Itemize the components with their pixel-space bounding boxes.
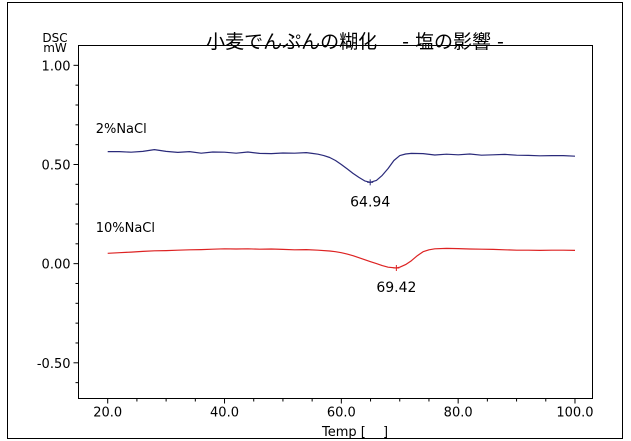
figure-frame — [7, 2, 623, 439]
series-label-2: 10%NaCl — [96, 221, 155, 236]
peak-label-1: 64.94 — [350, 194, 390, 210]
series-line-2 — [107, 247, 576, 269]
y-tick-label: 0.00 — [42, 258, 71, 273]
series-label-1: 2%NaCl — [96, 122, 147, 137]
series-group: 2%NaCl 64.94 10%NaCl 69.42 — [96, 122, 576, 296]
x-tick-label: 80.0 — [444, 406, 473, 421]
y-tick-label: 0.50 — [42, 158, 71, 173]
x-tick-label: 20.0 — [93, 406, 122, 421]
y-tick-label: 1.00 — [42, 59, 71, 74]
axis-ticks: 20.0 40.0 60.0 80.0 100.0 1.00 0.50 0.00 -0.50 — [37, 59, 594, 420]
peak-label-2: 69.42 — [376, 280, 416, 296]
x-tick-label: 60.0 — [327, 406, 356, 421]
y-tick-label: -0.50 — [37, 357, 71, 372]
plot-area — [78, 45, 593, 399]
x-axis-label: Temp [ ] — [321, 425, 388, 440]
x-tick-label: 100.0 — [556, 406, 593, 421]
series-line-1 — [107, 149, 576, 183]
y-axis-unit: mW — [43, 41, 67, 55]
chart-title: 小麦でんぷんの糊化 - 塩の影響 - — [206, 31, 504, 53]
x-tick-label: 40.0 — [210, 406, 239, 421]
y-axis-label: DSC — [42, 31, 67, 45]
